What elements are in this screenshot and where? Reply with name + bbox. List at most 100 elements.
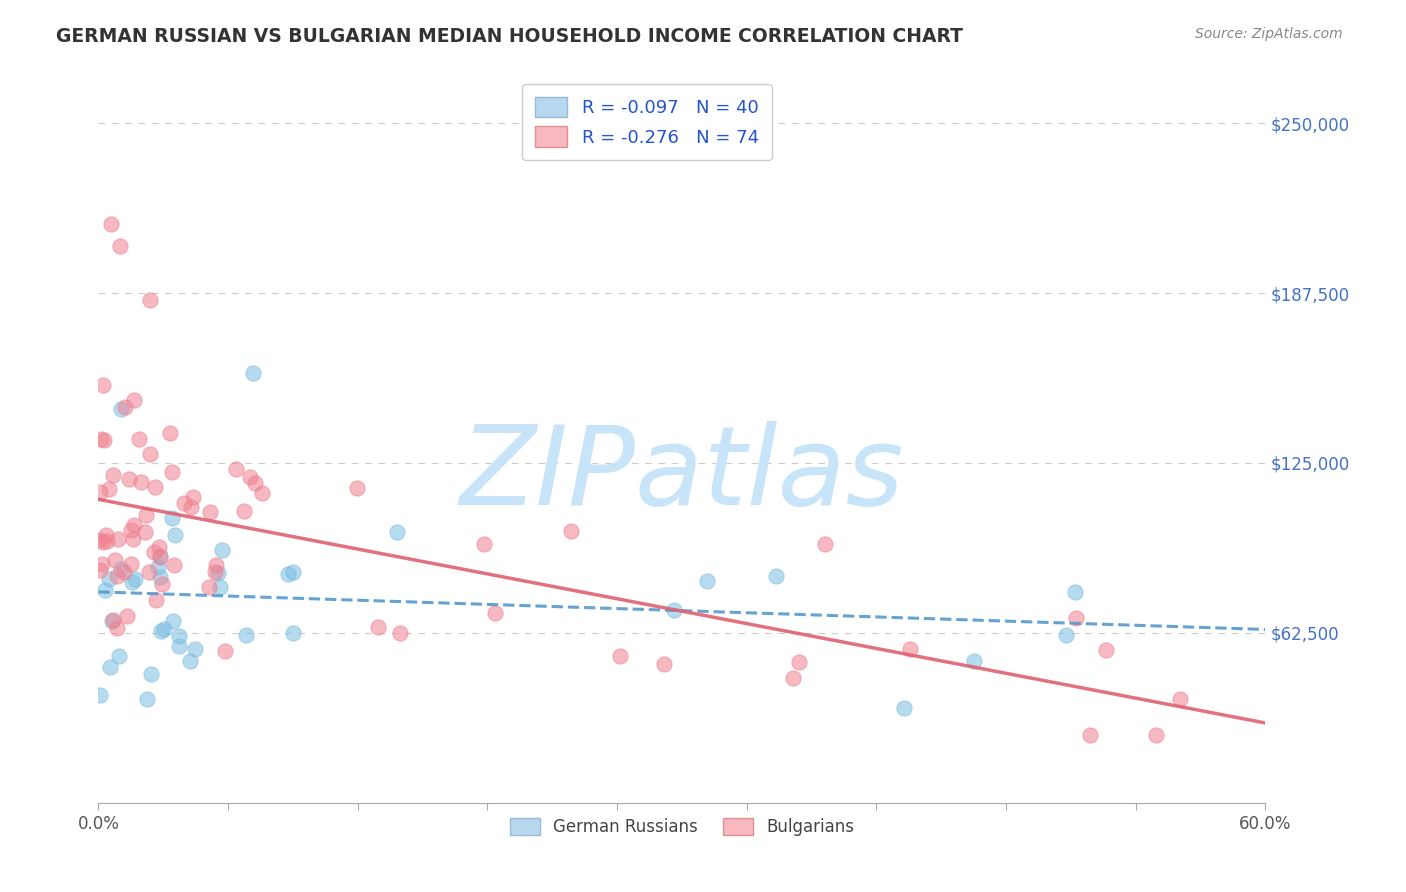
Point [609,648,631,663]
Point [198,580,221,594]
Point [1144,728,1167,742]
Point [135,508,157,522]
Point [243,476,266,491]
Point [184,642,207,657]
Point [1094,643,1116,657]
Point [153,622,176,636]
Point [560,524,582,538]
Point [200,505,222,519]
Point [160,511,183,525]
Point [93,434,115,448]
Point [96,534,118,549]
Point [129,475,152,489]
Point [277,567,299,582]
Text: ZIPatlas: ZIPatlas [460,421,904,528]
Point [120,523,142,537]
Point [148,560,170,574]
Point [163,558,186,572]
Point [138,565,160,579]
Point [143,480,166,494]
Point [346,481,368,495]
Point [208,580,231,594]
Point [963,654,986,668]
Point [235,628,257,642]
Point [120,557,142,571]
Point [105,569,128,583]
Point [89,484,111,499]
Point [89,533,111,547]
Point [893,700,915,714]
Point [98,573,121,587]
Point [91,534,114,549]
Point [149,549,172,563]
Point [181,490,204,504]
Point [1063,585,1085,599]
Point [114,401,136,415]
Point [122,392,145,407]
Point [110,562,132,576]
Point [98,660,121,674]
Point [163,528,186,542]
Point [233,503,256,517]
Point [1066,610,1088,624]
Point [211,542,233,557]
Point [118,472,141,486]
Point [472,537,495,551]
Point [121,575,143,590]
Point [814,537,837,551]
Point [696,574,718,589]
Point [385,524,408,539]
Point [138,293,160,307]
Point [179,654,201,668]
Point [149,624,172,638]
Point [283,566,305,580]
Point [115,609,138,624]
Point [225,462,247,476]
Point [108,649,131,664]
Point [141,666,163,681]
Point [242,366,264,380]
Text: GERMAN RUSSIAN VS BULGARIAN MEDIAN HOUSEHOLD INCOME CORRELATION CHART: GERMAN RUSSIAN VS BULGARIAN MEDIAN HOUSE… [56,27,963,45]
Point [134,525,156,540]
Point [91,558,114,572]
Point [1054,628,1077,642]
Point [1078,728,1101,742]
Point [782,671,804,685]
Point [167,640,190,654]
Point [148,540,170,554]
Point [89,689,111,703]
Point [484,606,506,620]
Point [139,447,162,461]
Point [145,593,167,607]
Point [143,545,166,559]
Point [149,549,172,564]
Point [149,570,172,584]
Point [389,626,412,640]
Point [214,644,236,658]
Point [122,517,145,532]
Point [250,485,273,500]
Point [128,432,150,446]
Point [180,500,202,514]
Point [90,432,112,446]
Point [114,566,136,580]
Legend: German Russians, Bulgarians: German Russians, Bulgarians [502,810,862,845]
Point [765,569,787,583]
Point [173,496,195,510]
Point [105,621,128,635]
Point [94,528,117,542]
Point [162,614,184,628]
Point [205,558,228,572]
Point [787,655,810,669]
Point [367,619,389,633]
Text: Source: ZipAtlas.com: Source: ZipAtlas.com [1195,27,1343,41]
Point [159,425,181,440]
Point [107,532,129,546]
Point [162,465,184,479]
Point [652,657,675,671]
Point [1168,691,1191,706]
Point [89,563,111,577]
Point [103,468,125,483]
Point [662,602,685,616]
Point [122,532,145,546]
